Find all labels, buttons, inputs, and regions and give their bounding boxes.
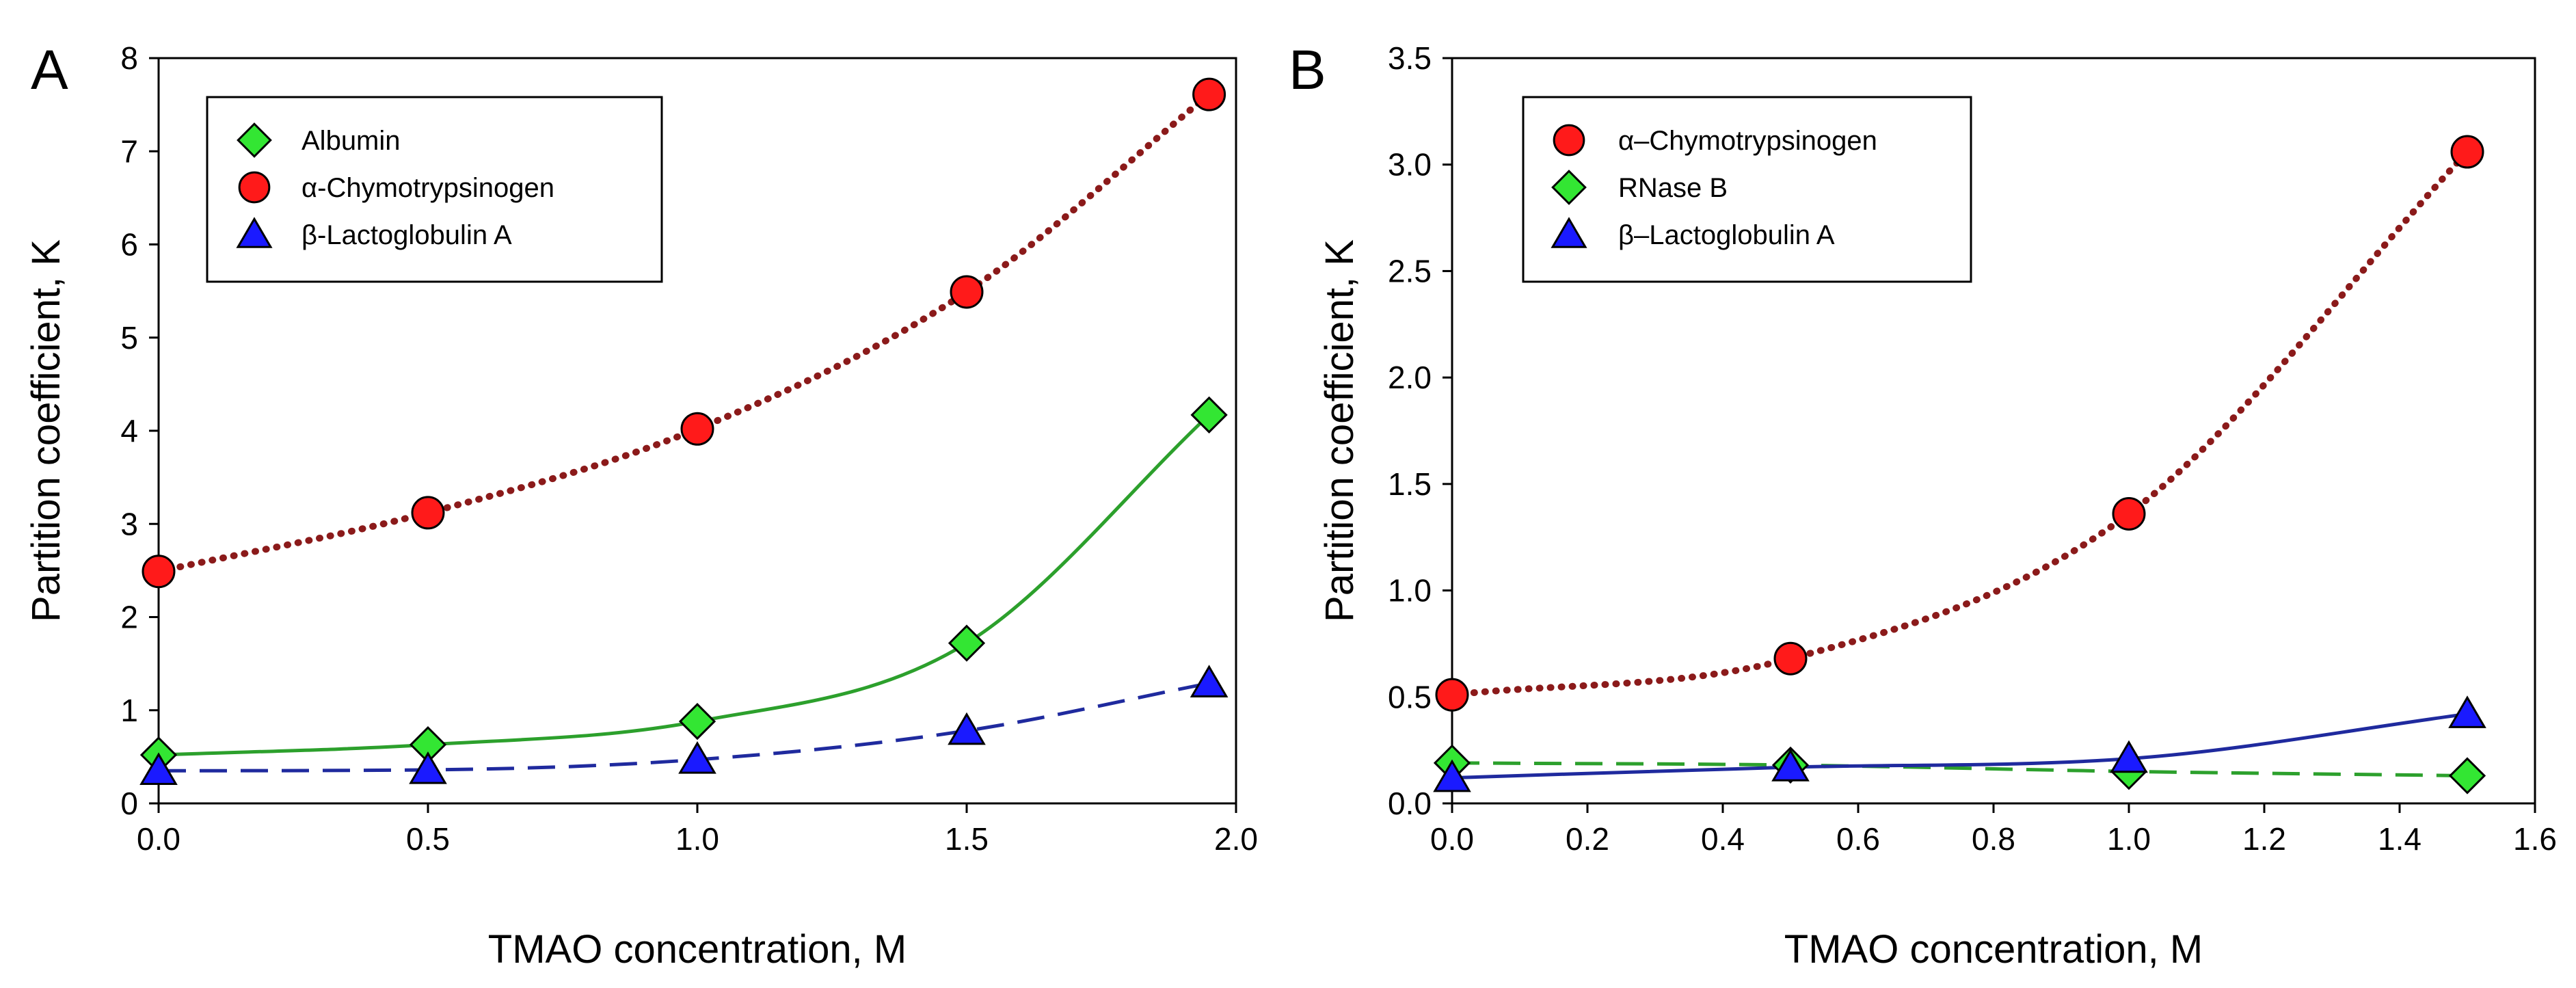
panel-b-data-point bbox=[2450, 135, 2484, 169]
panel-b-x-tick-label: 0.2 bbox=[1566, 821, 1609, 857]
panel-a-y-tick-label: 0 bbox=[120, 786, 138, 821]
panel-a-y-tick-label: 2 bbox=[120, 600, 138, 635]
panel-b-data-point bbox=[1771, 749, 1810, 782]
panel-b-x-tick-label: 0.0 bbox=[1430, 821, 1474, 857]
panel-b-legend-label: α–Chymotrypsinogen bbox=[1618, 126, 1877, 156]
panel-b-y-tick-label: 2.5 bbox=[1388, 253, 1432, 289]
panel-a-series-line-2 bbox=[158, 681, 1210, 773]
panel-b-x-tick-label: 1.4 bbox=[2378, 821, 2421, 857]
panel-b-legend-label: β–Lactoglobulin A bbox=[1618, 220, 1835, 250]
panel-a-legend-label: Albumin bbox=[301, 126, 401, 156]
panel-a-data-point bbox=[948, 712, 986, 745]
panel-a-y-tick-label: 4 bbox=[120, 413, 138, 449]
panel-b-x-tick-label: 1.0 bbox=[2107, 821, 2151, 857]
panel-b-legend: α–Chymotrypsinogen RNase B β–Lactoglobulin… bbox=[1522, 96, 1972, 283]
panel-b-series-line-2 bbox=[1451, 712, 2468, 780]
panel-b-y-tick-label: 1.5 bbox=[1388, 466, 1432, 502]
panel-a-data-point bbox=[411, 496, 445, 530]
panel-a-data-point bbox=[409, 751, 447, 784]
panel-b-data-point bbox=[2448, 757, 2486, 795]
panel-b-legend-box bbox=[1522, 96, 1972, 283]
panel-b-y-tick-label: 3.0 bbox=[1388, 147, 1432, 183]
panel-a-series-line-0 bbox=[158, 414, 1211, 757]
panel-b-series-line-0 bbox=[1449, 148, 2471, 699]
panel-b-legend-symbol bbox=[1551, 217, 1587, 248]
panel-b-y-tick-label: 3.5 bbox=[1388, 40, 1432, 76]
panel-a-data-point bbox=[142, 555, 176, 589]
panel-b-legend-symbol bbox=[1553, 124, 1585, 157]
panel-b-data-point bbox=[2110, 740, 2148, 773]
panel-b-data-point bbox=[2448, 695, 2486, 728]
panel-a-y-tick-label: 1 bbox=[120, 693, 138, 728]
panel-a-x-tick-label: 2.0 bbox=[1214, 821, 1258, 857]
panel-b-data-point bbox=[2112, 496, 2146, 531]
panel-b-y-tick-label: 1.0 bbox=[1388, 573, 1432, 609]
panel-b-x-tick-label: 1.2 bbox=[2242, 821, 2286, 857]
panel-a-data-point bbox=[1192, 77, 1226, 111]
panel-b-data-point bbox=[1773, 641, 1808, 676]
panel-a-y-tick-label: 6 bbox=[120, 227, 138, 263]
panel-a-data-point bbox=[139, 752, 178, 786]
panel-a-legend-label: α-Chymotrypsinogen bbox=[301, 173, 554, 203]
panel-b-data-point bbox=[1433, 759, 1471, 792]
panel-a-legend-symbol bbox=[237, 122, 272, 158]
panel-b-x-tick-label: 0.8 bbox=[1972, 821, 2015, 857]
panel-a-y-tick-label: 5 bbox=[120, 320, 138, 356]
panel-a-legend: Albumin α-Chymotrypsinogen β-Lactoglobulin… bbox=[206, 96, 663, 283]
panel-b-x-tick-label: 0.6 bbox=[1836, 821, 1880, 857]
panel-a-x-tick-label: 1.5 bbox=[945, 821, 989, 857]
panel-b-y-tick-label: 2.0 bbox=[1388, 360, 1432, 395]
panel-b-y-tick-label: 0.0 bbox=[1388, 786, 1432, 821]
panel-a-legend-symbol bbox=[236, 217, 273, 248]
panel-a-y-tick-label: 8 bbox=[120, 40, 138, 76]
panel-b-x-axis-title: TMAO concentration, M bbox=[1784, 927, 2203, 972]
panel-b-x-tick-label: 0.4 bbox=[1701, 821, 1745, 857]
panel-a-x-tick-label: 0.5 bbox=[406, 821, 450, 857]
panel-a-x-tick-label: 1.0 bbox=[675, 821, 719, 857]
panel-b-y-tick-label: 0.5 bbox=[1388, 679, 1432, 715]
panel-a-y-tick-label: 3 bbox=[120, 506, 138, 542]
panel-b-chart: B 0.0 0.2 0.4 0.6 0.8 1.0 1.2 1.4 1.6 0.0 0.5 1.0 1.5… bbox=[1289, 39, 2557, 972]
panel-b-data-point bbox=[1435, 678, 1469, 712]
panel-b-y-axis-title: Partition coefficient, K bbox=[1317, 239, 1362, 622]
panel-a-legend-box bbox=[206, 96, 663, 283]
panel-a-data-point bbox=[1190, 665, 1229, 697]
panel-a-data-point bbox=[1190, 396, 1228, 433]
panel-a-legend-symbol bbox=[238, 171, 271, 204]
panel-a-letter: A bbox=[31, 39, 68, 101]
panel-a-data-point bbox=[678, 702, 716, 740]
panel-b-series-line-1 bbox=[1451, 761, 2468, 778]
panel-a-data-point bbox=[680, 412, 714, 446]
panel-a-data-point bbox=[678, 740, 716, 774]
panel-a-chart: A 0.0 0.5 1.0 1.5 2.0 0 1 2 3 4 5 6 7 8 TMAO concentrat… bbox=[24, 39, 1258, 972]
panel-b-x-tick-label: 1.6 bbox=[2513, 821, 2557, 857]
panel-a-x-axis-title: TMAO concentration, M bbox=[488, 927, 907, 972]
panel-b-legend-label: RNase B bbox=[1618, 173, 1728, 203]
panel-a-y-tick-label: 7 bbox=[120, 133, 138, 169]
panel-a-legend-label: β-Lactoglobulin A bbox=[301, 220, 512, 250]
panel-b-legend-symbol bbox=[1551, 170, 1587, 205]
panel-b-letter: B bbox=[1289, 39, 1326, 101]
panel-a-data-point bbox=[950, 275, 984, 309]
panel-a-x-tick-label: 0.0 bbox=[137, 821, 180, 857]
panel-a-data-point bbox=[948, 624, 986, 662]
panel-a-y-axis-title: Partition coefficient, K bbox=[24, 239, 68, 622]
